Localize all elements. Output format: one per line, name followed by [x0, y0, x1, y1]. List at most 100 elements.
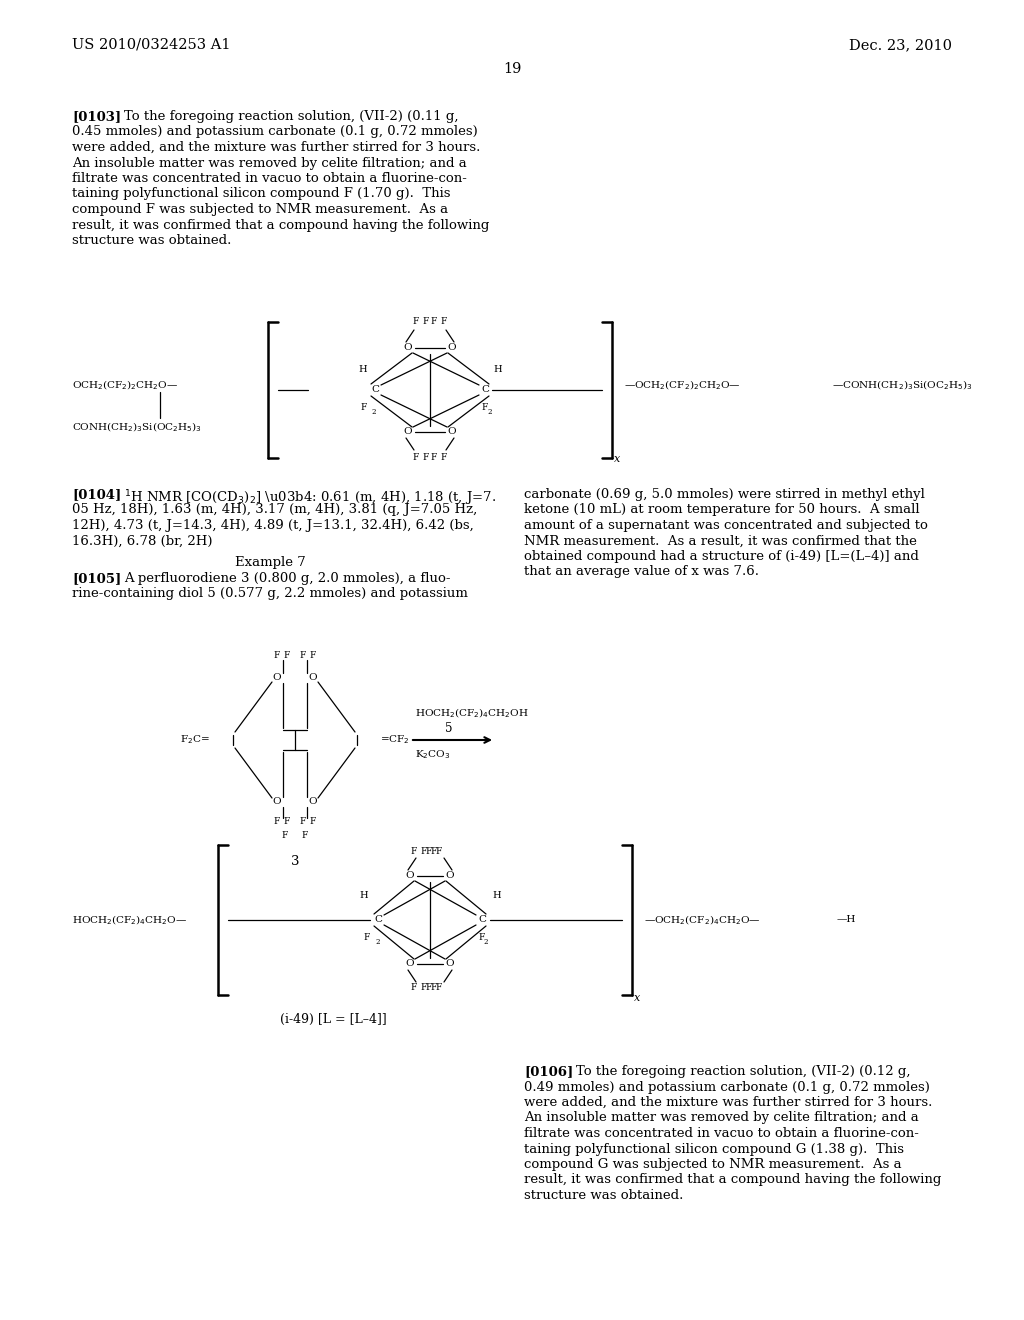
Text: F: F: [421, 983, 427, 993]
Text: F: F: [440, 318, 447, 326]
Text: F: F: [284, 651, 290, 660]
Text: 5: 5: [445, 722, 453, 735]
Text: F: F: [426, 847, 432, 857]
Text: F: F: [273, 817, 281, 826]
Text: F: F: [436, 983, 442, 993]
Text: C: C: [371, 385, 379, 395]
Text: Dec. 23, 2010: Dec. 23, 2010: [849, 38, 952, 51]
Text: C: C: [374, 916, 382, 924]
Text: F: F: [300, 651, 306, 660]
Text: O: O: [447, 428, 457, 437]
Text: O: O: [403, 428, 413, 437]
Text: An insoluble matter was removed by celite filtration; and a: An insoluble matter was removed by celit…: [72, 157, 467, 169]
Text: O: O: [445, 960, 455, 969]
Text: 0.45 mmoles) and potassium carbonate (0.1 g, 0.72 mmoles): 0.45 mmoles) and potassium carbonate (0.…: [72, 125, 478, 139]
Text: [0104]: [0104]: [72, 488, 121, 502]
Text: OCH$_2$(CF$_2$)$_2$CH$_2$O—: OCH$_2$(CF$_2$)$_2$CH$_2$O—: [72, 379, 178, 392]
Text: —OCH$_2$(CF$_2$)$_4$CH$_2$O—: —OCH$_2$(CF$_2$)$_4$CH$_2$O—: [644, 913, 761, 927]
Text: F: F: [421, 847, 427, 857]
Text: that an average value of x was 7.6.: that an average value of x was 7.6.: [524, 565, 759, 578]
Text: —OCH$_2$(CF$_2$)$_2$CH$_2$O—: —OCH$_2$(CF$_2$)$_2$CH$_2$O—: [624, 379, 740, 392]
Text: A perfluorodiene 3 (0.800 g, 2.0 mmoles), a fluo-: A perfluorodiene 3 (0.800 g, 2.0 mmoles)…: [124, 572, 451, 585]
Text: F: F: [364, 933, 370, 942]
Text: F: F: [436, 847, 442, 857]
Text: US 2010/0324253 A1: US 2010/0324253 A1: [72, 38, 230, 51]
Text: F$_2$C=: F$_2$C=: [180, 734, 210, 746]
Text: 0.49 mmoles) and potassium carbonate (0.1 g, 0.72 mmoles): 0.49 mmoles) and potassium carbonate (0.…: [524, 1081, 930, 1093]
Text: H: H: [358, 366, 367, 375]
Text: structure was obtained.: structure was obtained.: [524, 1189, 683, 1203]
Text: Example 7: Example 7: [234, 556, 305, 569]
Text: An insoluble matter was removed by celite filtration; and a: An insoluble matter was removed by celit…: [524, 1111, 919, 1125]
Text: F: F: [273, 651, 281, 660]
Text: were added, and the mixture was further stirred for 3 hours.: were added, and the mixture was further …: [72, 141, 480, 154]
Text: F: F: [440, 454, 447, 462]
Text: [0103]: [0103]: [72, 110, 121, 123]
Text: [0105]: [0105]: [72, 572, 121, 585]
Text: H: H: [493, 366, 502, 375]
Text: O: O: [272, 673, 282, 682]
Text: 2: 2: [375, 939, 380, 946]
Text: 2: 2: [484, 939, 488, 946]
Text: compound F was subjected to NMR measurement.  As a: compound F was subjected to NMR measurem…: [72, 203, 449, 216]
Text: x: x: [614, 454, 621, 465]
Text: —CONH(CH$_2$)$_3$Si(OC$_2$H$_5$)$_3$: —CONH(CH$_2$)$_3$Si(OC$_2$H$_5$)$_3$: [831, 379, 973, 392]
Text: O: O: [403, 343, 413, 352]
Text: ketone (10 mL) at room temperature for 50 hours.  A small: ketone (10 mL) at room temperature for 5…: [524, 503, 920, 516]
Text: O: O: [308, 797, 317, 807]
Text: amount of a supernatant was concentrated and subjected to: amount of a supernatant was concentrated…: [524, 519, 928, 532]
Text: CONH(CH$_2$)$_3$Si(OC$_2$H$_5$)$_3$: CONH(CH$_2$)$_3$Si(OC$_2$H$_5$)$_3$: [72, 420, 202, 433]
Text: O: O: [445, 871, 455, 880]
Text: F: F: [431, 454, 437, 462]
Text: C: C: [478, 916, 486, 924]
Text: HOCH$_2$(CF$_2$)$_4$CH$_2$OH: HOCH$_2$(CF$_2$)$_4$CH$_2$OH: [415, 706, 528, 719]
Text: filtrate was concentrated in vacuo to obtain a fluorine-con-: filtrate was concentrated in vacuo to ob…: [72, 172, 467, 185]
Text: NMR measurement.  As a result, it was confirmed that the: NMR measurement. As a result, it was con…: [524, 535, 916, 548]
Text: F: F: [431, 983, 437, 993]
Text: filtrate was concentrated in vacuo to obtain a fluorine-con-: filtrate was concentrated in vacuo to ob…: [524, 1127, 919, 1140]
Text: F: F: [413, 318, 419, 326]
Text: O: O: [406, 871, 415, 880]
Text: 12H), 4.73 (t, J=14.3, 4H), 4.89 (t, J=13.1, 32.4H), 6.42 (bs,: 12H), 4.73 (t, J=14.3, 4H), 4.89 (t, J=1…: [72, 519, 474, 532]
Text: F: F: [413, 454, 419, 462]
Text: To the foregoing reaction solution, (VII-2) (0.12 g,: To the foregoing reaction solution, (VII…: [575, 1065, 910, 1078]
Text: H: H: [492, 891, 501, 899]
Text: —H: —H: [837, 916, 856, 924]
Text: O: O: [308, 673, 317, 682]
Text: [0106]: [0106]: [524, 1065, 573, 1078]
Text: carbonate (0.69 g, 5.0 mmoles) were stirred in methyl ethyl: carbonate (0.69 g, 5.0 mmoles) were stir…: [524, 488, 925, 502]
Text: F: F: [423, 318, 429, 326]
Text: 19: 19: [503, 62, 521, 77]
Text: result, it was confirmed that a compound having the following: result, it was confirmed that a compound…: [72, 219, 489, 231]
Text: 05 Hz, 18H), 1.63 (m, 4H), 3.17 (m, 4H), 3.81 (q, J=7.05 Hz,: 05 Hz, 18H), 1.63 (m, 4H), 3.17 (m, 4H),…: [72, 503, 477, 516]
Text: 3: 3: [291, 855, 299, 869]
Text: F: F: [431, 318, 437, 326]
Text: rine-containing diol 5 (0.577 g, 2.2 mmoles) and potassium: rine-containing diol 5 (0.577 g, 2.2 mmo…: [72, 587, 468, 601]
Text: F: F: [300, 817, 306, 826]
Text: F: F: [423, 454, 429, 462]
Text: H: H: [359, 891, 368, 899]
Text: F: F: [310, 817, 316, 826]
Text: F: F: [481, 404, 487, 412]
Text: structure was obtained.: structure was obtained.: [72, 234, 231, 247]
Text: 2: 2: [487, 408, 492, 416]
Text: $^1$H NMR [CO(CD$_3$)$_2$] \u03b4: 0.61 (m, 4H), 1.18 (t, J=7.: $^1$H NMR [CO(CD$_3$)$_2$] \u03b4: 0.61 …: [124, 488, 497, 508]
Text: F: F: [284, 817, 290, 826]
Text: F: F: [411, 983, 417, 993]
Text: O: O: [406, 960, 415, 969]
Text: O: O: [272, 797, 282, 807]
Text: compound G was subjected to NMR measurement.  As a: compound G was subjected to NMR measurem…: [524, 1158, 901, 1171]
Text: K$_2$CO$_3$: K$_2$CO$_3$: [415, 748, 451, 760]
Text: result, it was confirmed that a compound having the following: result, it was confirmed that a compound…: [524, 1173, 941, 1187]
Text: were added, and the mixture was further stirred for 3 hours.: were added, and the mixture was further …: [524, 1096, 933, 1109]
Text: HOCH$_2$(CF$_2$)$_4$CH$_2$O—: HOCH$_2$(CF$_2$)$_4$CH$_2$O—: [72, 913, 187, 927]
Text: F: F: [478, 933, 484, 942]
Text: F: F: [282, 832, 288, 841]
Text: 2: 2: [372, 408, 377, 416]
Text: C: C: [481, 385, 489, 395]
Text: O: O: [447, 343, 457, 352]
Text: taining polyfunctional silicon compound F (1.70 g).  This: taining polyfunctional silicon compound …: [72, 187, 451, 201]
Text: F: F: [310, 651, 316, 660]
Text: taining polyfunctional silicon compound G (1.38 g).  This: taining polyfunctional silicon compound …: [524, 1143, 904, 1155]
Text: 16.3H), 6.78 (br, 2H): 16.3H), 6.78 (br, 2H): [72, 535, 213, 548]
